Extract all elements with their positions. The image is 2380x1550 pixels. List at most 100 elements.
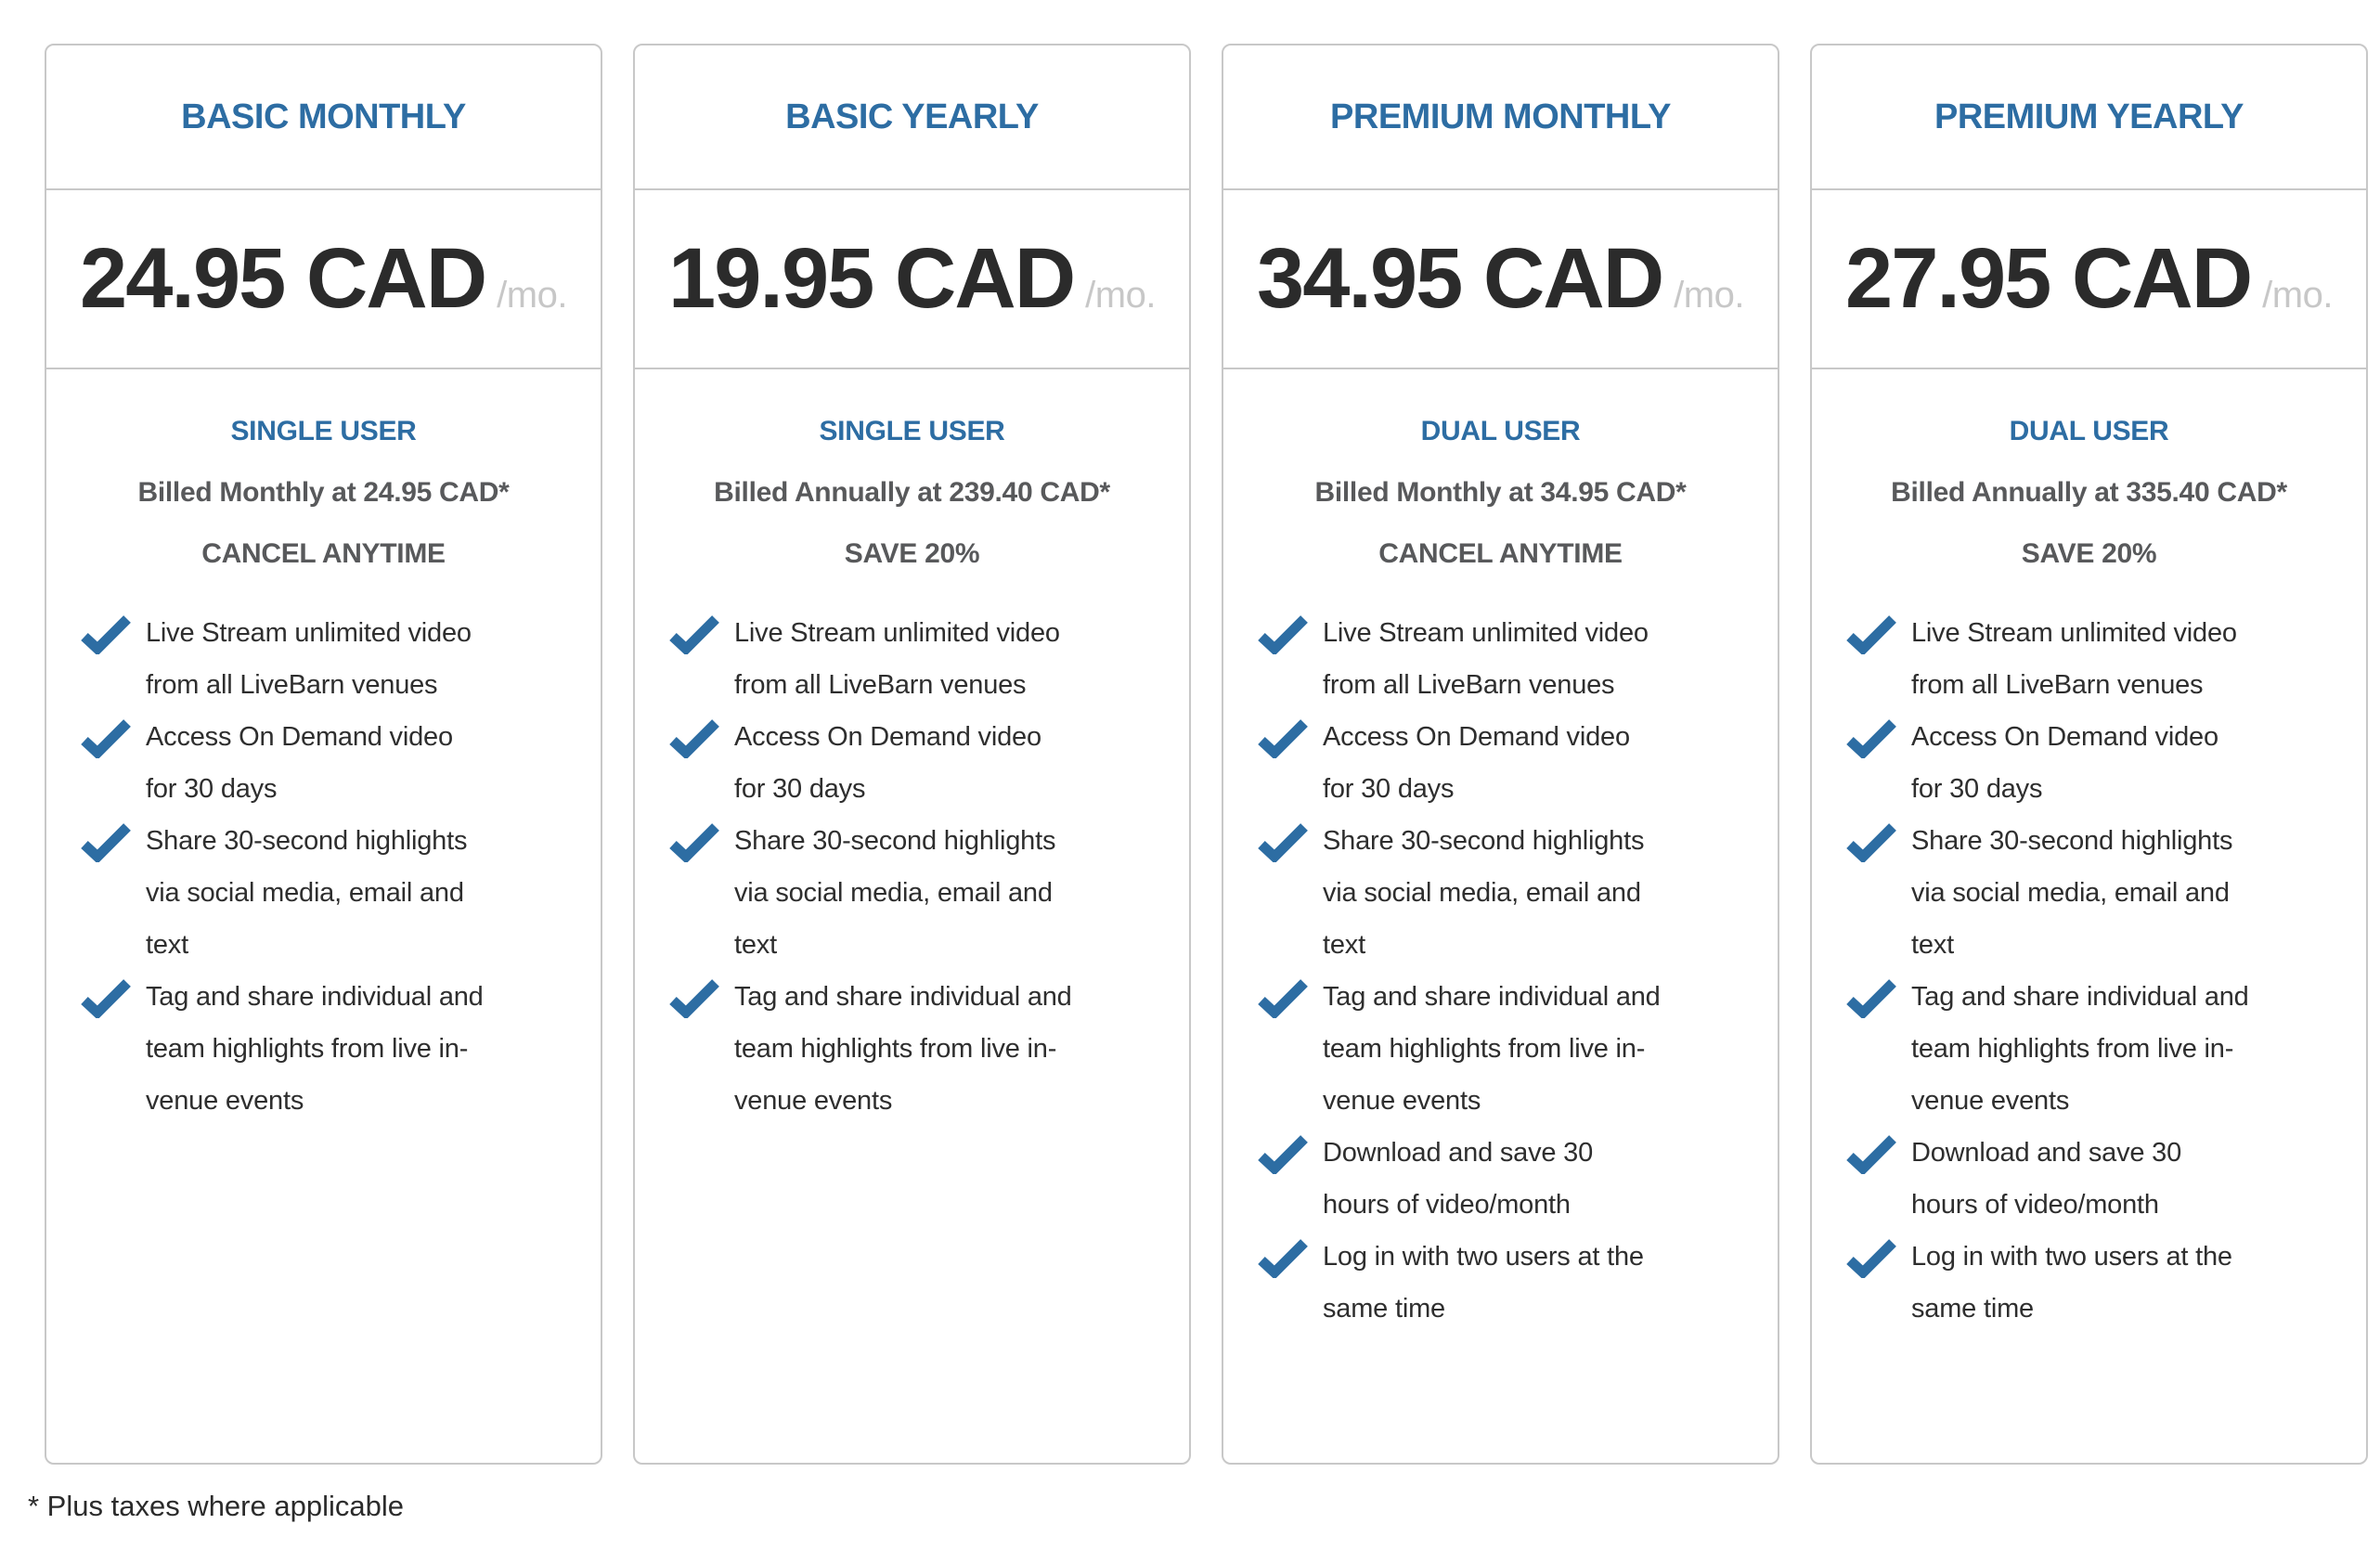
feature-text: Access On Demand video for 30 days [146, 722, 453, 804]
card-body: SINGLE USER Billed Annually at 239.40 CA… [635, 369, 1189, 1463]
feature-item: Share 30-second highlights via social me… [1258, 815, 1759, 971]
feature-item: Log in with two users at the same time [1258, 1231, 1759, 1335]
check-icon [81, 823, 131, 864]
feature-text: Log in with two users at the same time [1323, 1242, 1644, 1324]
feature-item: Tag and share individual and team highli… [669, 971, 1171, 1127]
price-section: 24.95 CAD /mo. [46, 190, 601, 369]
check-icon [1846, 615, 1896, 656]
feature-item: Share 30-second highlights via social me… [669, 815, 1171, 971]
pricing-cards: BASIC MONTHLY 24.95 CAD /mo. SINGLE USER… [45, 44, 2368, 1465]
feature-item: Access On Demand video for 30 days [81, 711, 582, 815]
card-body: DUAL USER Billed Annually at 335.40 CAD*… [1812, 369, 2366, 1463]
price-amount: 27.95 CAD [1845, 231, 2253, 326]
check-icon-wrap [1258, 1135, 1308, 1176]
check-icon [1258, 1239, 1308, 1280]
check-icon [1846, 823, 1896, 864]
feature-list: Live Stream unlimited video from all Liv… [1812, 607, 2366, 1335]
feature-item: Live Stream unlimited video from all Liv… [1846, 607, 2348, 711]
check-icon [669, 979, 719, 1020]
feature-text: Share 30-second highlights via social me… [734, 826, 1056, 960]
check-icon [81, 979, 131, 1020]
feature-text: Access On Demand video for 30 days [734, 722, 1041, 804]
check-icon [669, 823, 719, 864]
pricing-card: BASIC YEARLY 19.95 CAD /mo. SINGLE USER … [633, 44, 1191, 1465]
card-header: PREMIUM MONTHLY [1223, 45, 1778, 190]
feature-text: Live Stream unlimited video from all Liv… [1323, 618, 1649, 700]
feature-item: Tag and share individual and team highli… [1258, 971, 1759, 1127]
check-icon [1258, 719, 1308, 760]
feature-item: Access On Demand video for 30 days [669, 711, 1171, 815]
feature-text: Share 30-second highlights via social me… [1911, 826, 2233, 960]
check-icon-wrap [1258, 1239, 1308, 1280]
feature-text: Share 30-second highlights via social me… [1323, 826, 1645, 960]
feature-text: Log in with two users at the same time [1911, 1242, 2232, 1324]
user-tier-label: DUAL USER [2009, 416, 2169, 446]
feature-item: Tag and share individual and team highli… [1846, 971, 2348, 1127]
price-period: /mo. [1085, 275, 1156, 316]
feature-text: Download and save 30 hours of video/mont… [1323, 1138, 1594, 1220]
check-icon-wrap [1846, 823, 1896, 864]
price-amount: 24.95 CAD [80, 231, 487, 326]
check-icon-wrap [669, 823, 719, 864]
feature-item: Live Stream unlimited video from all Liv… [81, 607, 582, 711]
feature-item: Live Stream unlimited video from all Liv… [1258, 607, 1759, 711]
feature-item: Download and save 30 hours of video/mont… [1846, 1127, 2348, 1231]
check-icon-wrap [1846, 1239, 1896, 1280]
price-period: /mo. [2262, 275, 2333, 316]
check-icon-wrap [1258, 823, 1308, 864]
billing-detail: Billed Annually at 335.40 CAD* [1891, 477, 2287, 508]
card-header: BASIC YEARLY [635, 45, 1189, 190]
check-icon [81, 615, 131, 656]
check-icon [1846, 719, 1896, 760]
feature-text: Access On Demand video for 30 days [1323, 722, 1630, 804]
pricing-card: PREMIUM YEARLY 27.95 CAD /mo. DUAL USER … [1810, 44, 2368, 1465]
check-icon [1258, 615, 1308, 656]
price-section: 27.95 CAD /mo. [1812, 190, 2366, 369]
user-tier-label: DUAL USER [1420, 416, 1581, 446]
check-icon-wrap [1846, 719, 1896, 760]
plan-title: BASIC YEARLY [785, 97, 1039, 136]
check-icon [1846, 979, 1896, 1020]
feature-item: Live Stream unlimited video from all Liv… [669, 607, 1171, 711]
check-icon-wrap [669, 979, 719, 1020]
check-icon-wrap [1258, 615, 1308, 656]
card-body: DUAL USER Billed Monthly at 34.95 CAD* C… [1223, 369, 1778, 1463]
check-icon-wrap [1846, 979, 1896, 1020]
check-icon-wrap [81, 719, 131, 760]
feature-text: Tag and share individual and team highli… [146, 982, 484, 1116]
feature-item: Download and save 30 hours of video/mont… [1258, 1127, 1759, 1231]
feature-text: Tag and share individual and team highli… [1911, 982, 2249, 1116]
check-icon-wrap [669, 615, 719, 656]
feature-text: Live Stream unlimited video from all Liv… [734, 618, 1060, 700]
feature-text: Share 30-second highlights via social me… [146, 826, 468, 960]
plan-note: SAVE 20% [2021, 538, 2157, 569]
feature-item: Access On Demand video for 30 days [1258, 711, 1759, 815]
billing-detail: Billed Monthly at 24.95 CAD* [137, 477, 510, 508]
price-line: 27.95 CAD /mo. [1845, 230, 2333, 328]
feature-list: Live Stream unlimited video from all Liv… [46, 607, 601, 1127]
feature-item: Log in with two users at the same time [1846, 1231, 2348, 1335]
user-tier-label: SINGLE USER [230, 416, 417, 446]
feature-item: Share 30-second highlights via social me… [81, 815, 582, 971]
feature-list: Live Stream unlimited video from all Liv… [1223, 607, 1778, 1335]
plan-note: SAVE 20% [844, 538, 980, 569]
feature-text: Live Stream unlimited video from all Liv… [1911, 618, 2237, 700]
check-icon [669, 719, 719, 760]
plan-title: PREMIUM YEARLY [1934, 97, 2244, 136]
feature-item: Access On Demand video for 30 days [1846, 711, 2348, 815]
pricing-card: BASIC MONTHLY 24.95 CAD /mo. SINGLE USER… [45, 44, 602, 1465]
plan-note: CANCEL ANYTIME [201, 538, 446, 569]
feature-text: Access On Demand video for 30 days [1911, 722, 2218, 804]
plan-title: PREMIUM MONTHLY [1330, 97, 1671, 136]
check-icon [1258, 823, 1308, 864]
feature-text: Tag and share individual and team highli… [1323, 982, 1661, 1116]
check-icon-wrap [669, 719, 719, 760]
check-icon [1258, 979, 1308, 1020]
check-icon-wrap [1846, 615, 1896, 656]
plan-title: BASIC MONTHLY [181, 97, 466, 136]
billing-detail: Billed Annually at 239.40 CAD* [714, 477, 1110, 508]
check-icon-wrap [81, 823, 131, 864]
check-icon [1846, 1135, 1896, 1176]
card-body: SINGLE USER Billed Monthly at 24.95 CAD*… [46, 369, 601, 1463]
price-period: /mo. [497, 275, 567, 316]
